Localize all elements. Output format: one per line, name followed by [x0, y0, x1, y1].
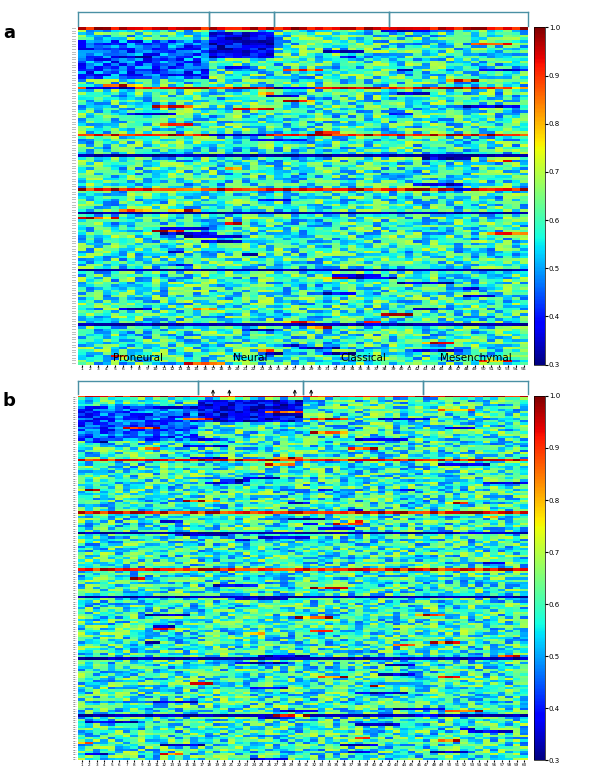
Text: N: N — [292, 417, 297, 422]
Text: a: a — [3, 24, 15, 42]
Text: Neural: Neural — [233, 353, 268, 363]
Text: N: N — [309, 417, 314, 422]
Text: Classical: Classical — [340, 353, 386, 363]
Text: CP: CP — [209, 417, 217, 422]
Text: C: C — [227, 417, 232, 422]
Text: Proneural: Proneural — [113, 353, 163, 363]
Text: b: b — [3, 392, 16, 410]
Text: Mesenchymal: Mesenchymal — [440, 353, 511, 363]
